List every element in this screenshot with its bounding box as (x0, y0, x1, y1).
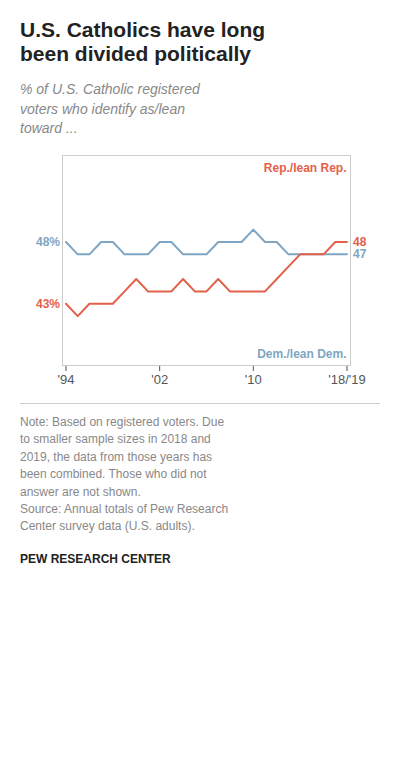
html-text:U.S. Catholics have long been: U.S. Catholics have long been divided po… (20, 18, 266, 66)
svg-text:'18/'19: '18/'19 (328, 372, 366, 387)
svg-text:Rep./lean Rep.: Rep./lean Rep. (264, 161, 347, 175)
svg-text:'94: '94 (58, 372, 75, 387)
html-text:Note: Based on registered vote: Note: Based on registered voters. Due to… (20, 415, 229, 534)
svg-text:'02: '02 (151, 372, 168, 387)
svg-text:43%: 43% (36, 297, 60, 311)
html-text:% of U.S. Catholic registered: % of U.S. Catholic registered voters who… (20, 81, 200, 137)
svg-text:Dem./lean Dem.: Dem./lean Dem. (257, 347, 346, 361)
svg-text:48: 48 (353, 235, 367, 249)
svg-text:'10: '10 (245, 372, 262, 387)
svg-text:47: 47 (353, 247, 367, 261)
html-text:PEW RESEARCH CENTER: PEW RESEARCH CENTER (20, 551, 171, 566)
svg-text:48%: 48% (36, 235, 60, 249)
